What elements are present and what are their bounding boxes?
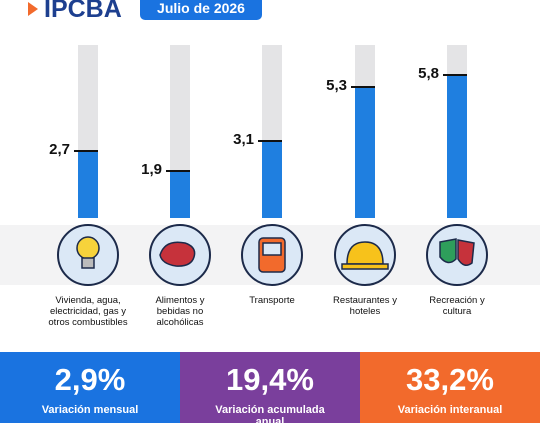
bar <box>262 141 282 218</box>
stat-value: 33,2% <box>406 362 494 397</box>
category-label: Restaurantes y hoteles <box>333 295 397 317</box>
bar <box>355 87 375 218</box>
category-label: Transporte <box>249 295 295 306</box>
value-label: 1,9 <box>141 161 162 179</box>
date-badge: Julio de 2026 <box>157 0 245 16</box>
stat-label: Variación acumulada anual <box>215 404 325 423</box>
stat-value: 2,9% <box>54 362 126 397</box>
stat-box: 2,9% Variación mensual <box>0 352 180 423</box>
stat-value: 19,4% <box>226 362 314 397</box>
bar-cap <box>166 170 190 173</box>
value-label: 3,1 <box>233 131 254 149</box>
stat-box: 33,2% Variación interanual <box>360 352 540 423</box>
bar <box>447 74 467 218</box>
decor <box>0 0 540 286</box>
value-label: 2,7 <box>49 141 70 159</box>
stat-box: 19,4% Variación acumulada anual <box>180 352 360 423</box>
bar-cap <box>74 150 98 153</box>
value-label: 5,8 <box>418 64 439 82</box>
logo: IPCBA <box>44 0 122 23</box>
category-label: Vivienda, agua, electricidad, gas y otro… <box>48 295 128 328</box>
bar-cap <box>351 86 375 88</box>
stat-label: Variación mensual <box>41 404 139 416</box>
category-label: Recreación y cultura <box>429 295 485 317</box>
category-label: Alimentos y bebidas no alcohólicas <box>155 295 205 328</box>
bar <box>170 171 190 218</box>
stat-label: Variación interanual <box>397 404 503 416</box>
value-label: 5,3 <box>326 77 347 94</box>
bar-cap <box>258 140 282 143</box>
bar-cap <box>443 73 467 76</box>
bar <box>78 151 98 218</box>
